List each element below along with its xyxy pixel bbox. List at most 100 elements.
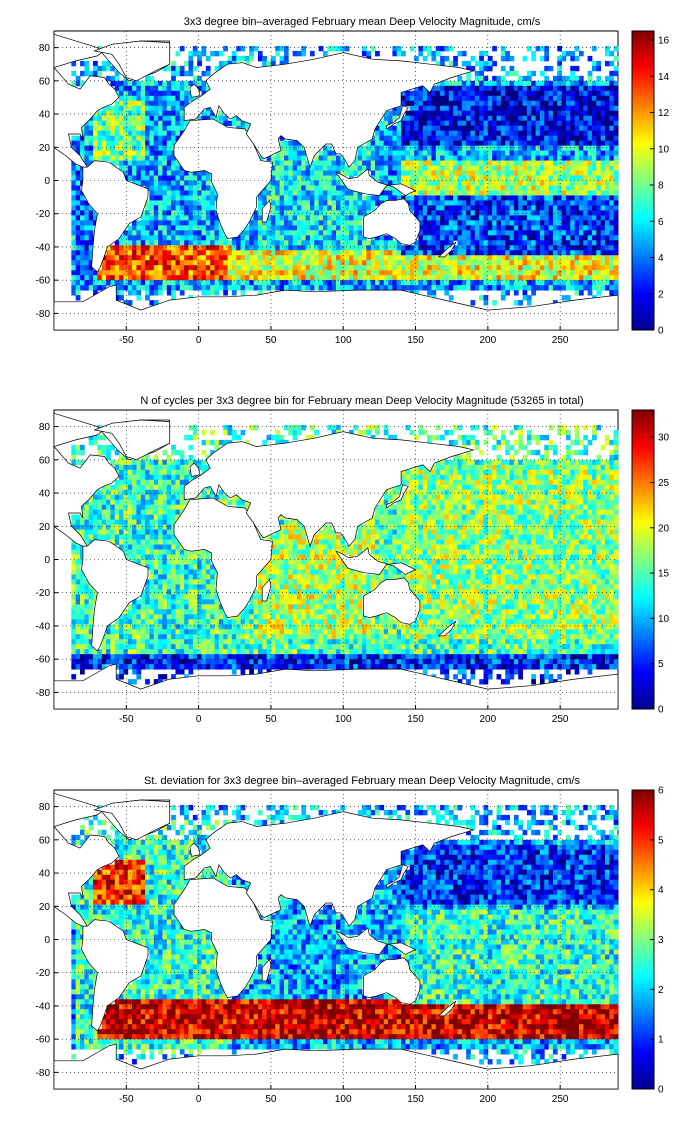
heatmap-cell — [366, 51, 371, 56]
heatmap-cell — [349, 195, 354, 200]
heatmap-cell — [245, 255, 250, 260]
heatmap-cell — [479, 86, 484, 91]
heatmap-cell — [449, 280, 454, 285]
heatmap-cell — [536, 435, 541, 440]
heatmap-cell — [431, 141, 436, 146]
heatmap-cell — [249, 46, 254, 51]
heatmap-cell — [175, 176, 180, 181]
heatmap-cell — [136, 235, 141, 240]
heatmap-cell — [540, 470, 545, 475]
heatmap-cell — [501, 131, 506, 136]
heatmap-cell — [180, 235, 185, 240]
heatmap-cell — [605, 131, 610, 136]
heatmap-cell — [510, 275, 515, 280]
heatmap-cell — [540, 190, 545, 195]
heatmap-cell — [184, 225, 189, 230]
heatmap-cell — [549, 235, 554, 240]
heatmap-cell — [566, 465, 571, 470]
heatmap-cell — [414, 101, 419, 106]
heatmap-cell — [193, 185, 198, 190]
heatmap-cell — [536, 285, 541, 290]
heatmap-cell — [570, 285, 575, 290]
heatmap-cell — [175, 166, 180, 171]
heatmap-cell — [136, 465, 141, 470]
heatmap-cell — [531, 156, 536, 161]
heatmap-cell — [583, 225, 588, 230]
heatmap-cell — [392, 126, 397, 131]
heatmap-cell — [336, 275, 341, 280]
heatmap-cell — [553, 210, 558, 215]
heatmap-cell — [501, 91, 506, 96]
heatmap-cell — [405, 131, 410, 136]
heatmap-cell — [614, 285, 619, 290]
heatmap-cell — [297, 181, 302, 186]
heatmap-cell — [579, 151, 584, 156]
heatmap-cell — [583, 275, 588, 280]
heatmap-cell — [358, 285, 363, 290]
heatmap-cell — [175, 111, 180, 116]
heatmap-cell — [462, 101, 467, 106]
heatmap-cell — [76, 260, 81, 265]
heatmap-cell — [501, 460, 506, 465]
heatmap-cell — [575, 181, 580, 186]
heatmap-cell — [280, 46, 285, 51]
heatmap-cell — [427, 131, 432, 136]
heatmap-cell — [154, 126, 159, 131]
heatmap-cell — [510, 235, 515, 240]
heatmap-cell — [414, 245, 419, 250]
heatmap-cell — [275, 285, 280, 290]
heatmap-cell — [549, 96, 554, 101]
heatmap-cell — [149, 121, 154, 126]
heatmap-cell — [596, 166, 601, 171]
heatmap-cell — [197, 181, 202, 186]
heatmap-cell — [553, 235, 558, 240]
heatmap-cell — [327, 270, 332, 275]
heatmap-cell — [544, 195, 549, 200]
heatmap-cell — [484, 146, 489, 151]
heatmap-cell — [171, 195, 176, 200]
heatmap-cell — [527, 81, 532, 86]
heatmap-cell — [596, 156, 601, 161]
heatmap-cell — [245, 250, 250, 255]
heatmap-cell — [536, 106, 541, 111]
heatmap-cell — [375, 151, 380, 156]
heatmap-cell — [271, 190, 276, 195]
heatmap-cell — [241, 430, 246, 435]
heatmap-cell — [418, 280, 423, 285]
heatmap-cell — [115, 81, 120, 86]
heatmap-cell — [171, 225, 176, 230]
heatmap-cell — [102, 66, 107, 71]
heatmap-cell — [158, 91, 163, 96]
heatmap-cell — [414, 96, 419, 101]
heatmap-cell — [314, 230, 319, 235]
heatmap-cell — [197, 260, 202, 265]
heatmap-cell — [553, 285, 558, 290]
heatmap-cell — [601, 215, 606, 220]
heatmap-cell — [141, 141, 146, 146]
heatmap-cell — [553, 166, 558, 171]
heatmap-cell — [89, 220, 94, 225]
heatmap-cell — [323, 166, 328, 171]
heatmap-cell — [254, 240, 259, 245]
heatmap-cell — [197, 190, 202, 195]
heatmap-cell — [466, 245, 471, 250]
heatmap-cell — [514, 181, 519, 186]
heatmap-cell — [332, 250, 337, 255]
heatmap-cell — [414, 161, 419, 166]
heatmap-cell — [197, 205, 202, 210]
heatmap-cell — [431, 161, 436, 166]
heatmap-cell — [566, 176, 571, 181]
heatmap-cell — [557, 161, 562, 166]
heatmap-cell — [319, 190, 324, 195]
heatmap-cell — [167, 190, 172, 195]
heatmap-cell — [544, 111, 549, 116]
heatmap-cell — [323, 270, 328, 275]
heatmap-cell — [106, 270, 111, 275]
heatmap-cell — [71, 166, 76, 171]
heatmap-cell — [145, 270, 150, 275]
heatmap-cell — [579, 136, 584, 141]
heatmap-cell — [258, 255, 263, 260]
heatmap-cell — [466, 475, 471, 480]
heatmap-cell — [232, 51, 237, 56]
heatmap-cell — [310, 190, 315, 195]
